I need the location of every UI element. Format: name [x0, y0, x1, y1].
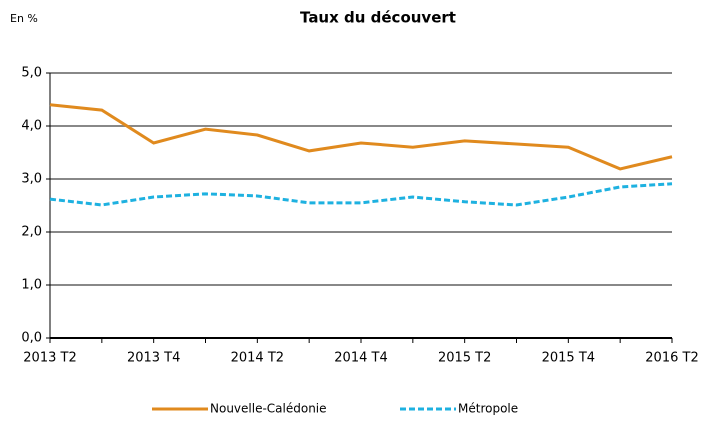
y-tick-label: 4,0	[21, 119, 42, 134]
x-tick-label: 2016 T2	[645, 351, 698, 366]
y-unit-label: En %	[10, 12, 38, 25]
x-tick-label: 2013 T4	[127, 351, 180, 366]
series-line	[49, 182, 673, 207]
x-tick-label: 2015 T4	[542, 351, 595, 366]
x-tick-label: 2014 T2	[231, 351, 284, 366]
series-line	[49, 103, 673, 171]
chart-title: Taux du découvert	[300, 9, 456, 27]
x-tick-label: 2013 T2	[23, 351, 76, 366]
y-tick-label: 5,0	[21, 66, 42, 81]
y-tick-label: 1,0	[21, 278, 42, 293]
y-tick-label: 2,0	[21, 225, 42, 240]
x-tick-label: 2014 T4	[334, 351, 387, 366]
y-tick-label: 0,0	[21, 331, 42, 346]
legend-label: Nouvelle-Calédonie	[210, 402, 327, 416]
legend-label: Métropole	[458, 402, 518, 416]
y-tick-label: 3,0	[21, 172, 42, 187]
x-tick-label: 2015 T2	[438, 351, 491, 366]
